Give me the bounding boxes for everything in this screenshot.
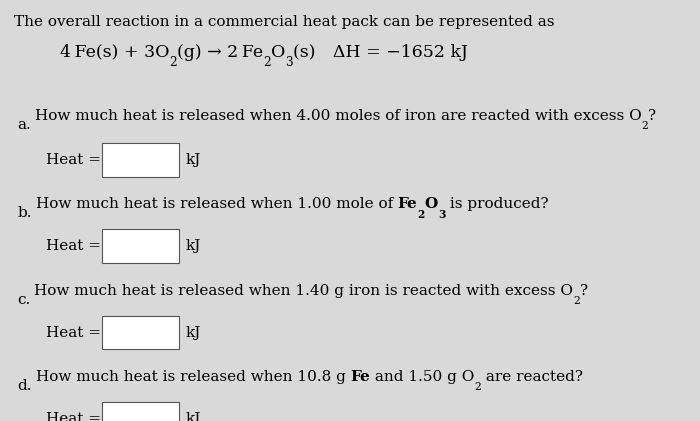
- Text: c.: c.: [18, 293, 31, 306]
- Text: 3: 3: [438, 209, 445, 220]
- Text: ?: ?: [648, 109, 657, 123]
- Text: (g) → 2 Fe: (g) → 2 Fe: [176, 44, 263, 61]
- Text: kJ: kJ: [186, 412, 201, 421]
- Text: Heat =: Heat =: [46, 412, 101, 421]
- Text: How much heat is released when 1.40 g iron is reacted with excess O: How much heat is released when 1.40 g ir…: [34, 284, 573, 298]
- Text: 2: 2: [641, 121, 648, 131]
- Text: ?: ?: [580, 284, 588, 298]
- Text: How much heat is released when 4.00 moles of iron are reacted with excess O: How much heat is released when 4.00 mole…: [35, 109, 641, 123]
- Text: 4 Fe(s) + 3O: 4 Fe(s) + 3O: [60, 44, 169, 61]
- Text: kJ: kJ: [186, 239, 201, 253]
- Text: b.: b.: [18, 206, 32, 220]
- Text: Heat =: Heat =: [46, 239, 101, 253]
- Text: a.: a.: [18, 118, 32, 132]
- Text: How much heat is released when 1.00 mole of: How much heat is released when 1.00 mole…: [36, 197, 398, 211]
- Text: The overall reaction in a commercial heat pack can be represented as: The overall reaction in a commercial hea…: [14, 15, 554, 29]
- Text: Fe: Fe: [398, 197, 417, 211]
- Text: Heat =: Heat =: [46, 325, 101, 340]
- Text: O: O: [271, 44, 285, 61]
- Text: 2: 2: [263, 56, 271, 69]
- Text: 2: 2: [475, 382, 481, 392]
- Text: are reacted?: are reacted?: [481, 370, 583, 384]
- Text: kJ: kJ: [186, 153, 201, 167]
- Text: 2: 2: [573, 296, 580, 306]
- Text: Fe: Fe: [350, 370, 370, 384]
- Text: 3: 3: [285, 56, 293, 69]
- FancyBboxPatch shape: [102, 229, 178, 263]
- FancyBboxPatch shape: [102, 316, 178, 349]
- Text: How much heat is released when 10.8 g: How much heat is released when 10.8 g: [36, 370, 350, 384]
- Text: kJ: kJ: [186, 325, 201, 340]
- Text: (s) ΔH = −1652 kJ: (s) ΔH = −1652 kJ: [293, 44, 468, 61]
- Text: and 1.50 g O: and 1.50 g O: [370, 370, 475, 384]
- Text: 2: 2: [169, 56, 176, 69]
- Text: Heat =: Heat =: [46, 153, 101, 167]
- FancyBboxPatch shape: [102, 402, 178, 421]
- Text: d.: d.: [18, 379, 32, 393]
- Text: O: O: [425, 197, 438, 211]
- Text: is produced?: is produced?: [445, 197, 549, 211]
- FancyBboxPatch shape: [102, 143, 178, 177]
- Text: 2: 2: [417, 209, 425, 220]
